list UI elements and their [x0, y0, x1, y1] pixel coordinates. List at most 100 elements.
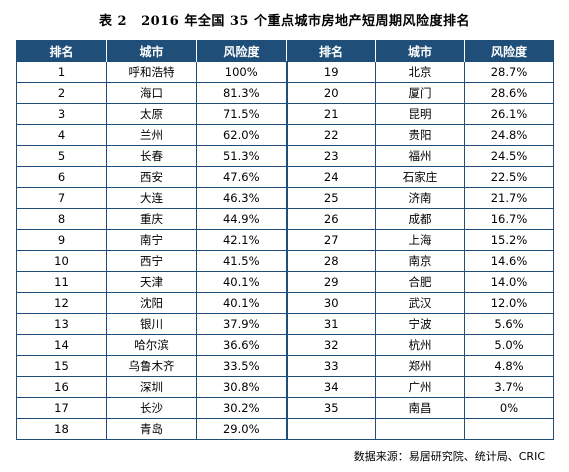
- right-risk-cell: 5.6%: [464, 313, 554, 335]
- left-city-cell: 长沙: [106, 397, 197, 419]
- right-rank-cell: 27: [285, 229, 376, 251]
- right-city-cell: 济南: [375, 187, 465, 209]
- right-city-cell: 郑州: [375, 355, 465, 377]
- left-risk-cell: 30.8%: [196, 376, 287, 398]
- table-row: 17 长沙 30.2% 35 南昌 0%: [16, 397, 554, 419]
- right-rank-cell: 21: [285, 103, 376, 125]
- right-risk-cell: 14.6%: [464, 250, 554, 272]
- right-risk-cell: 0%: [464, 397, 554, 419]
- left-city-cell: 重庆: [106, 208, 197, 230]
- left-city-cell: 青岛: [106, 418, 197, 440]
- table-row: 5 长春 51.3% 23 福州 24.5%: [16, 145, 554, 167]
- left-rank-cell: 3: [16, 103, 107, 125]
- left-risk-cell: 44.9%: [196, 208, 287, 230]
- left-city-cell: 天津: [106, 271, 197, 293]
- right-risk-cell: 16.7%: [464, 208, 554, 230]
- right-city-cell: 南昌: [375, 397, 465, 419]
- right-city-cell: 武汉: [375, 292, 465, 314]
- right-rank-cell: [285, 418, 376, 440]
- left-rank-cell: 12: [16, 292, 107, 314]
- right-risk-cell: 26.1%: [464, 103, 554, 125]
- right-risk-cell: 21.7%: [464, 187, 554, 209]
- left-rank-cell: 13: [16, 313, 107, 335]
- right-city-cell: 福州: [375, 145, 465, 167]
- table-title-text: 2016 年全国 35 个重点城市房地产短周期风险度排名: [141, 14, 470, 29]
- right-rank-cell: 35: [285, 397, 376, 419]
- table-number: 表 2: [99, 14, 128, 29]
- left-risk-cell: 40.1%: [196, 271, 287, 293]
- table-row: 3 太原 71.5% 21 昆明 26.1%: [16, 103, 554, 125]
- left-city-cell: 大连: [106, 187, 197, 209]
- table-row: 16 深圳 30.8% 34 广州 3.7%: [16, 376, 554, 398]
- right-risk-cell: 14.0%: [464, 271, 554, 293]
- left-rank-cell: 1: [16, 61, 107, 83]
- left-rank-cell: 17: [16, 397, 107, 419]
- right-risk-cell: 12.0%: [464, 292, 554, 314]
- left-city-cell: 长春: [106, 145, 197, 167]
- left-rank-cell: 11: [16, 271, 107, 293]
- right-rank-cell: 32: [285, 334, 376, 356]
- left-city-cell: 乌鲁木齐: [106, 355, 197, 377]
- right-risk-cell: 4.8%: [464, 355, 554, 377]
- right-rank-cell: 28: [285, 250, 376, 272]
- left-risk-cell: 41.5%: [196, 250, 287, 272]
- left-city-cell: 银川: [106, 313, 197, 335]
- left-rank-cell: 4: [16, 124, 107, 146]
- left-rank-cell: 6: [16, 166, 107, 188]
- left-risk-cell: 37.9%: [196, 313, 287, 335]
- table-body: 1 呼和浩特 100% 19 北京 28.7% 2 海口 81.3% 20 厦门 28.6% 3 太原 71…: [16, 61, 554, 440]
- right-risk-cell: 5.0%: [464, 334, 554, 356]
- left-rank-cell: 9: [16, 229, 107, 251]
- left-risk-cell: 40.1%: [196, 292, 287, 314]
- right-risk-cell: 3.7%: [464, 376, 554, 398]
- left-city-cell: 南宁: [106, 229, 197, 251]
- table-row: 8 重庆 44.9% 26 成都 16.7%: [16, 208, 554, 230]
- left-risk-cell: 62.0%: [196, 124, 287, 146]
- right-rank-cell: 30: [285, 292, 376, 314]
- table-row: 1 呼和浩特 100% 19 北京 28.7%: [16, 61, 554, 83]
- table-row: 18 青岛 29.0%: [16, 418, 554, 440]
- left-risk-cell: 30.2%: [196, 397, 287, 419]
- left-rank-cell: 8: [16, 208, 107, 230]
- right-rank-cell: 22: [285, 124, 376, 146]
- table-title: 表 2 2016 年全国 35 个重点城市房地产短周期风险度排名: [0, 10, 569, 29]
- table-row: 12 沈阳 40.1% 30 武汉 12.0%: [16, 292, 554, 314]
- header-risk-right: 风险度: [464, 40, 554, 62]
- table-row: 14 哈尔滨 36.6% 32 杭州 5.0%: [16, 334, 554, 356]
- right-city-cell: 昆明: [375, 103, 465, 125]
- right-rank-cell: 25: [285, 187, 376, 209]
- right-city-cell: 贵阳: [375, 124, 465, 146]
- table-row: 9 南宁 42.1% 27 上海 15.2%: [16, 229, 554, 251]
- right-rank-cell: 20: [285, 82, 376, 104]
- right-risk-cell: [464, 418, 554, 440]
- left-city-cell: 呼和浩特: [106, 61, 197, 83]
- ranking-table: 排名 城市 风险度 排名 城市 风险度 1 呼和浩特 100% 19 北京 28.7% 2 海…: [16, 40, 554, 440]
- left-risk-cell: 47.6%: [196, 166, 287, 188]
- left-risk-cell: 81.3%: [196, 82, 287, 104]
- header-risk-left: 风险度: [196, 40, 287, 62]
- right-risk-cell: 22.5%: [464, 166, 554, 188]
- right-city-cell: 杭州: [375, 334, 465, 356]
- right-city-cell: 北京: [375, 61, 465, 83]
- right-rank-cell: 19: [285, 61, 376, 83]
- table-row: 7 大连 46.3% 25 济南 21.7%: [16, 187, 554, 209]
- table-row: 6 西安 47.6% 24 石家庄 22.5%: [16, 166, 554, 188]
- left-rank-cell: 5: [16, 145, 107, 167]
- left-city-cell: 海口: [106, 82, 197, 104]
- right-risk-cell: 28.6%: [464, 82, 554, 104]
- right-city-cell: 上海: [375, 229, 465, 251]
- right-risk-cell: 24.5%: [464, 145, 554, 167]
- left-city-cell: 西宁: [106, 250, 197, 272]
- left-risk-cell: 33.5%: [196, 355, 287, 377]
- right-risk-cell: 28.7%: [464, 61, 554, 83]
- right-rank-cell: 23: [285, 145, 376, 167]
- left-rank-cell: 18: [16, 418, 107, 440]
- left-rank-cell: 7: [16, 187, 107, 209]
- left-risk-cell: 36.6%: [196, 334, 287, 356]
- right-rank-cell: 29: [285, 271, 376, 293]
- header-rank-left: 排名: [16, 40, 107, 62]
- left-city-cell: 深圳: [106, 376, 197, 398]
- left-city-cell: 太原: [106, 103, 197, 125]
- left-rank-cell: 2: [16, 82, 107, 104]
- right-risk-cell: 24.8%: [464, 124, 554, 146]
